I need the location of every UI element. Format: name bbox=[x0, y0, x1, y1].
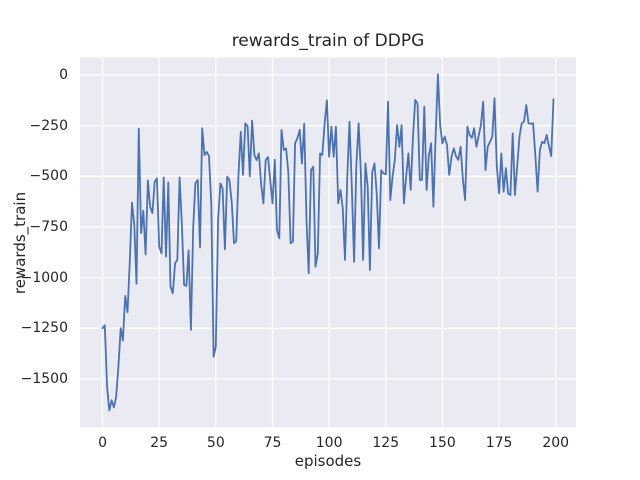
y-tick-label: −500 bbox=[29, 168, 68, 185]
x-axis-label: episodes bbox=[294, 452, 362, 470]
y-tick-label: −1500 bbox=[20, 370, 68, 387]
x-tick-label: 25 bbox=[150, 435, 169, 451]
x-tick-label: 150 bbox=[429, 435, 456, 451]
x-tick-label: 100 bbox=[315, 435, 343, 451]
x-tick-label: 200 bbox=[542, 435, 570, 451]
y-tick-label: −250 bbox=[29, 117, 68, 134]
x-tick-label: 50 bbox=[206, 435, 225, 451]
y-tick-label: −1000 bbox=[20, 269, 68, 286]
data-line bbox=[101, 73, 555, 412]
chart-title: rewards_train of DDPG bbox=[231, 31, 425, 51]
x-tick-label: 75 bbox=[263, 435, 282, 451]
x-tick-label: 175 bbox=[485, 435, 513, 451]
y-tick-label: −750 bbox=[29, 219, 68, 235]
y-tick-label: 0 bbox=[59, 67, 68, 84]
x-tick-label: 125 bbox=[372, 435, 400, 451]
y-tick-label: −1250 bbox=[20, 320, 68, 337]
x-tick-label: 0 bbox=[98, 435, 107, 451]
